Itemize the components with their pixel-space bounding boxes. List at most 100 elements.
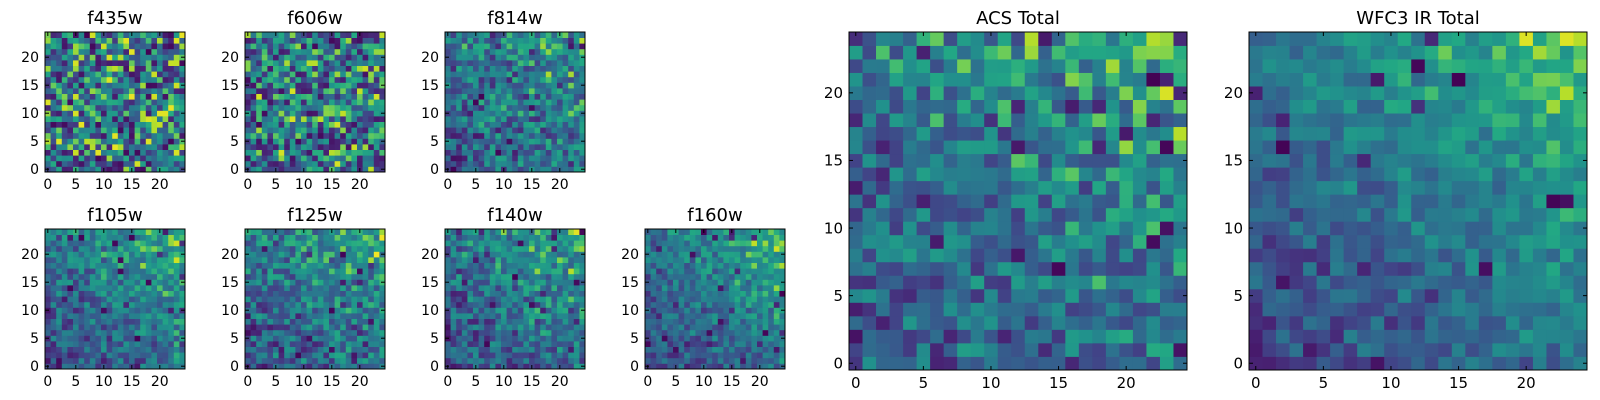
heatmap-cell	[489, 116, 496, 122]
heatmap-cell	[157, 313, 163, 319]
heatmap-cell	[317, 341, 324, 347]
heatmap-cell	[362, 60, 369, 66]
x-tick-label: 10	[95, 177, 113, 193]
heatmap-cell	[930, 167, 945, 182]
heatmap-cell	[501, 93, 507, 100]
heatmap-cell	[970, 288, 985, 303]
heatmap-cell	[50, 234, 57, 241]
heatmap-cell	[445, 324, 451, 331]
heatmap-cell	[957, 194, 972, 209]
heatmap-cell	[173, 160, 180, 167]
heatmap-cell	[151, 32, 158, 38]
heatmap-cell	[484, 363, 491, 370]
heatmap-cell	[73, 346, 79, 353]
heatmap-cell	[562, 138, 569, 145]
heatmap-cell	[695, 285, 702, 291]
heatmap-cell	[95, 346, 102, 353]
heatmap-cell	[306, 93, 313, 100]
heatmap-cell	[467, 240, 474, 247]
heatmap-cell	[357, 110, 363, 117]
heatmap-cell	[445, 116, 451, 122]
heatmap-cell	[1038, 329, 1053, 344]
heatmap-cell	[557, 155, 563, 162]
heatmap-cell	[450, 296, 457, 303]
heatmap-cell	[1024, 342, 1039, 357]
heatmap-cell	[534, 121, 541, 128]
heatmap-cell	[757, 262, 763, 269]
heatmap-cell	[745, 318, 752, 325]
heatmap-cell	[340, 132, 347, 139]
heatmap-cell	[289, 104, 296, 111]
heatmap-cell	[723, 273, 730, 280]
heatmap-cell	[123, 166, 130, 173]
heatmap-cell	[495, 313, 502, 319]
heatmap-cell	[317, 144, 324, 150]
heatmap-cell	[95, 32, 102, 38]
heatmap-cell	[512, 138, 519, 145]
heatmap-cell	[134, 279, 141, 286]
heatmap-cell	[256, 60, 263, 66]
heatmap-cell	[368, 32, 375, 38]
heatmap-cell	[1173, 315, 1188, 330]
heatmap-cell	[1011, 248, 1026, 263]
heatmap-cell	[112, 99, 119, 106]
heatmap-cell	[568, 307, 575, 314]
heatmap-cell	[357, 285, 363, 291]
heatmap-cell	[712, 341, 719, 347]
heatmap-cell	[876, 315, 890, 330]
heatmap-cell	[140, 82, 147, 89]
heatmap-cell	[112, 324, 119, 331]
heatmap-cell	[523, 110, 530, 117]
heatmap-cell	[61, 76, 68, 83]
heatmap-cell	[1078, 302, 1093, 317]
heatmap-cell	[506, 32, 513, 38]
heatmap-cell	[489, 229, 496, 235]
heatmap-cell	[329, 54, 335, 61]
heatmap-cell	[112, 110, 119, 117]
heatmap-cell	[573, 234, 580, 241]
heatmap-cell	[723, 318, 730, 325]
heatmap-cell	[943, 194, 958, 209]
heatmap-cell	[562, 160, 569, 167]
heatmap-cell	[501, 132, 507, 139]
heatmap-cell	[173, 82, 180, 89]
heatmap-cell	[957, 167, 972, 182]
heatmap-cells	[445, 32, 586, 173]
heatmap-cell	[284, 132, 291, 139]
heatmap-cell	[340, 144, 347, 150]
heatmap-cell	[78, 166, 85, 173]
heatmap-cell	[478, 32, 485, 38]
heatmap-cell	[50, 335, 57, 342]
heatmap-cell	[489, 324, 496, 331]
heatmap-cell	[534, 363, 541, 370]
heatmap-cell	[284, 160, 291, 167]
heatmap-cell	[312, 234, 319, 241]
heatmap-cell	[930, 234, 945, 249]
heatmap-cell	[67, 127, 74, 134]
heatmap-cell	[1146, 342, 1161, 357]
heatmap-cell	[50, 110, 57, 117]
heatmap-cell	[762, 357, 769, 364]
heatmap-cell	[506, 341, 513, 347]
heatmap-cell	[984, 167, 999, 182]
heatmap-cell	[123, 104, 130, 111]
heatmap-cell	[123, 110, 130, 117]
heatmap-cell	[73, 307, 79, 314]
heatmap-cell	[534, 166, 541, 173]
heatmap-cell	[56, 329, 63, 336]
heatmap-cell	[84, 262, 91, 269]
heatmap-cell	[173, 234, 180, 241]
heatmap-cell	[95, 160, 102, 167]
heatmap-cell	[95, 155, 102, 162]
heatmap-cell	[568, 341, 575, 347]
heatmap-cell	[317, 273, 324, 280]
heatmap-cell	[145, 313, 152, 319]
heatmap-cell	[656, 352, 663, 359]
heatmap-cell	[357, 301, 363, 308]
heatmap-cell	[112, 132, 119, 139]
heatmap-cell	[123, 127, 130, 134]
heatmap-cell	[529, 313, 535, 319]
heatmap-cell	[540, 88, 547, 94]
heatmap-cell	[529, 54, 535, 61]
heatmap-cell	[1119, 261, 1134, 276]
